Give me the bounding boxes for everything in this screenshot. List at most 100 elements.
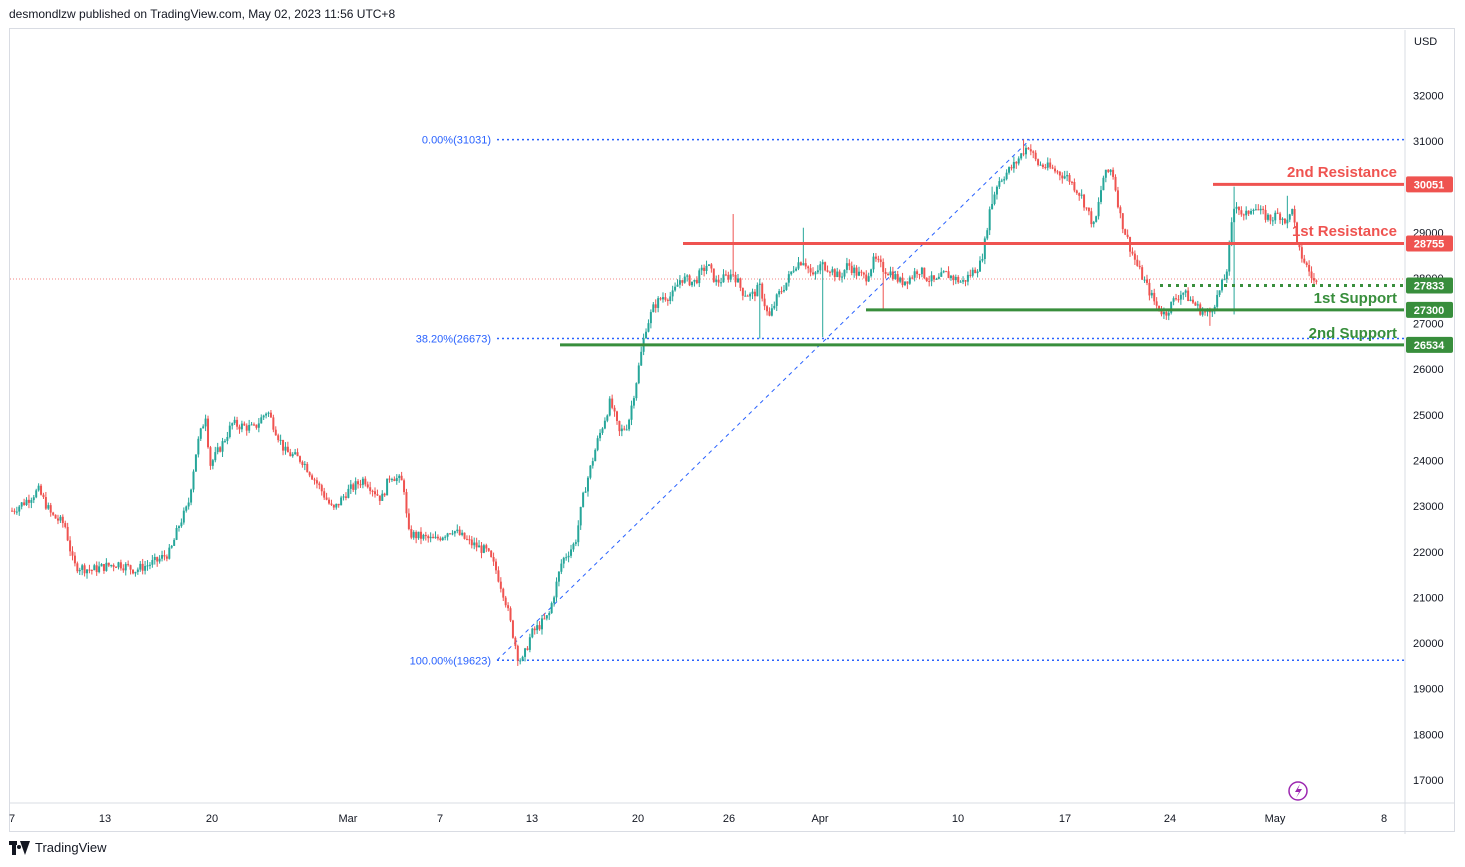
candle-body bbox=[1182, 292, 1185, 295]
candle-body bbox=[524, 648, 527, 657]
candle-body bbox=[1237, 206, 1240, 211]
candle-body bbox=[226, 436, 229, 441]
candle-body bbox=[1296, 222, 1299, 243]
candle-body bbox=[192, 471, 195, 490]
candle-body bbox=[175, 528, 178, 540]
candle-body bbox=[695, 279, 698, 284]
candle-body bbox=[458, 529, 461, 535]
candle-body bbox=[165, 556, 168, 559]
candle-body bbox=[1201, 311, 1204, 315]
candle-body bbox=[59, 516, 62, 521]
candle-body bbox=[814, 272, 817, 275]
candle-body bbox=[1228, 242, 1231, 272]
candle-body bbox=[993, 194, 996, 204]
candle-body bbox=[720, 282, 723, 284]
candle-body bbox=[1100, 190, 1102, 202]
candle-body bbox=[93, 565, 96, 571]
candle-body bbox=[1303, 258, 1306, 263]
price-badge bbox=[1406, 301, 1453, 318]
candle-body bbox=[1046, 162, 1049, 168]
time-axis: 7 13 20 Mar 7 13 20 26 Apr 10 17 24 May 8 bbox=[9, 802, 1454, 825]
price-badge-label: 28755 bbox=[1414, 238, 1445, 250]
lightning-icon-bolt[interactable] bbox=[1295, 784, 1302, 798]
candle-body bbox=[1266, 214, 1269, 220]
candle-body bbox=[347, 488, 350, 498]
candle-body bbox=[90, 570, 93, 572]
y-tick-label: 32000 bbox=[1413, 90, 1444, 102]
candle-body bbox=[1041, 164, 1044, 168]
candle-body bbox=[1204, 311, 1207, 313]
lightning-icon-ring[interactable] bbox=[1288, 781, 1308, 801]
candle-body bbox=[136, 569, 139, 572]
candle-body bbox=[550, 603, 553, 614]
candle-body bbox=[282, 439, 285, 451]
candle-body bbox=[1051, 167, 1054, 169]
candle-body bbox=[197, 438, 200, 455]
candle-body bbox=[412, 532, 415, 538]
candle-body bbox=[1119, 207, 1122, 214]
candle-body bbox=[1005, 172, 1008, 180]
candle-body bbox=[620, 428, 623, 432]
candle-body bbox=[1172, 298, 1175, 302]
candle-body bbox=[565, 557, 568, 559]
candle-body bbox=[836, 271, 839, 278]
candle-body bbox=[262, 415, 265, 418]
candle-body bbox=[1066, 175, 1069, 177]
candle-body bbox=[357, 481, 360, 485]
candle-body bbox=[424, 534, 427, 537]
candle-body bbox=[233, 419, 236, 424]
chart-frame[interactable] bbox=[9, 28, 1455, 832]
candle-body bbox=[635, 383, 638, 399]
candle-body bbox=[158, 558, 161, 562]
price-badge-label: 27833 bbox=[1414, 281, 1445, 293]
candle-body bbox=[782, 289, 785, 292]
candle-body bbox=[657, 298, 660, 308]
candle-body bbox=[1136, 259, 1139, 266]
candle-body bbox=[678, 280, 681, 285]
candle-body bbox=[715, 279, 718, 282]
candle-body bbox=[1054, 168, 1057, 172]
candle-body bbox=[173, 539, 176, 546]
level-annotation: 2nd Support bbox=[1309, 325, 1397, 342]
candle-body bbox=[44, 497, 47, 509]
candle-body bbox=[1080, 194, 1083, 196]
candle-body bbox=[56, 518, 59, 521]
candle-body bbox=[335, 503, 338, 508]
candle-body bbox=[257, 423, 260, 428]
level-annotation: 1st Resistance bbox=[1292, 223, 1397, 240]
candle-body bbox=[790, 271, 793, 275]
candle-body bbox=[710, 264, 713, 269]
candle-body bbox=[141, 563, 144, 571]
candle-body bbox=[1063, 176, 1066, 179]
candle-body bbox=[785, 282, 788, 290]
candle-body bbox=[398, 475, 401, 478]
candle-body bbox=[86, 569, 89, 574]
lightning-icon[interactable] bbox=[1288, 781, 1308, 801]
candle-body bbox=[1034, 152, 1037, 160]
candle-body bbox=[180, 522, 183, 527]
candle-body bbox=[265, 413, 268, 416]
candle-body bbox=[855, 267, 858, 276]
candle-body bbox=[908, 277, 911, 284]
candle-body bbox=[584, 491, 587, 493]
candle-body bbox=[872, 256, 875, 270]
candle-body bbox=[979, 260, 981, 272]
candle-body bbox=[586, 477, 589, 492]
candle-body bbox=[207, 418, 210, 448]
candle-body bbox=[608, 398, 611, 416]
candle-body bbox=[267, 412, 270, 414]
y-tick-label: 23000 bbox=[1413, 501, 1444, 513]
candle-body bbox=[25, 499, 28, 505]
candle-body bbox=[1124, 229, 1127, 235]
tradingview-footer[interactable]: TradingView bbox=[9, 840, 107, 855]
candle-body bbox=[734, 274, 737, 283]
candle-body bbox=[647, 323, 650, 332]
candle-body bbox=[32, 497, 35, 501]
candle-body bbox=[1293, 209, 1296, 223]
candle-body bbox=[1233, 208, 1236, 223]
price-chart[interactable]: 0.00%(31031)38.20%(26673)100.00%(19623) … bbox=[0, 0, 1465, 835]
candle-body bbox=[1056, 171, 1059, 173]
candle-body bbox=[1223, 279, 1226, 281]
x-tick-label: 20 bbox=[632, 813, 644, 825]
candle-body bbox=[100, 564, 103, 567]
